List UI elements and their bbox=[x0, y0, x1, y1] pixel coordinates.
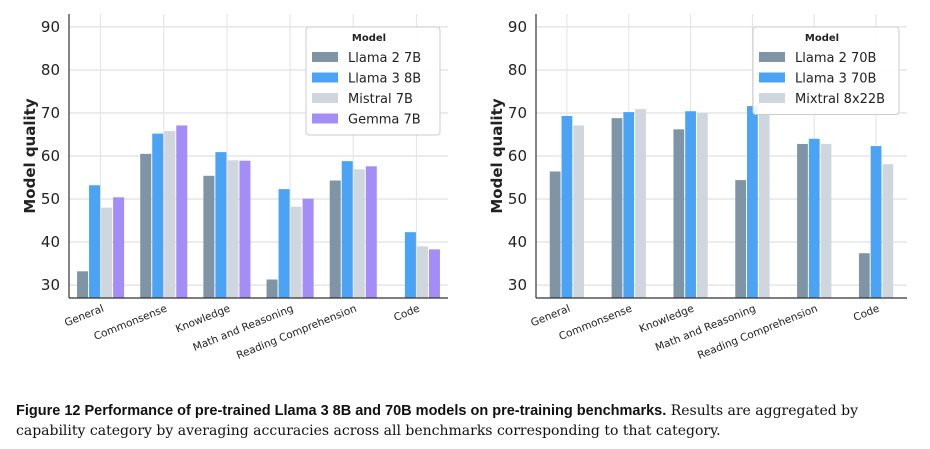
bar bbox=[747, 106, 758, 299]
bar bbox=[101, 207, 113, 298]
bar bbox=[685, 111, 696, 299]
bar bbox=[808, 138, 820, 298]
caption-text: Results are aggregated by capability cat… bbox=[16, 403, 859, 439]
legend-title: Model bbox=[352, 33, 386, 44]
bar bbox=[239, 160, 251, 298]
x-tick-label: Reading Comprehension bbox=[696, 303, 820, 362]
bar bbox=[882, 164, 894, 298]
y-tick-label: 80 bbox=[41, 61, 60, 79]
y-axis-label: Model quality bbox=[488, 98, 506, 213]
bar bbox=[152, 133, 164, 298]
bar bbox=[623, 112, 635, 298]
y-tick-label: 90 bbox=[508, 18, 527, 36]
legend-swatch bbox=[312, 93, 338, 103]
y-tick-label: 70 bbox=[41, 104, 60, 122]
legend-entry: Mixtral 8x22B bbox=[795, 92, 885, 107]
legend-swatch bbox=[759, 72, 785, 83]
bar bbox=[820, 143, 832, 298]
bar bbox=[113, 197, 125, 298]
x-tick-label: Commonsense bbox=[92, 303, 169, 343]
y-tick-label: 90 bbox=[41, 18, 60, 36]
y-tick-label: 40 bbox=[508, 233, 527, 251]
bar bbox=[353, 169, 365, 298]
bar bbox=[404, 232, 416, 298]
bar bbox=[573, 125, 585, 298]
legend-swatch bbox=[312, 113, 338, 124]
bar bbox=[140, 153, 152, 298]
bar bbox=[341, 161, 353, 298]
bar bbox=[302, 198, 314, 298]
bar bbox=[758, 112, 770, 298]
bar bbox=[673, 129, 685, 298]
bar bbox=[797, 143, 808, 298]
bar bbox=[164, 131, 176, 298]
bar bbox=[290, 206, 302, 298]
legend-entry: Llama 3 70B bbox=[795, 72, 876, 87]
legend-entry: Llama 2 7B bbox=[348, 51, 421, 66]
figure-caption: Figure 12 Performance of pre-trained Lla… bbox=[16, 401, 921, 441]
x-tick-label: Reading Comprehension bbox=[235, 303, 359, 362]
y-tick-label: 40 bbox=[41, 233, 60, 251]
bar bbox=[428, 249, 440, 298]
y-tick-label: 30 bbox=[508, 276, 527, 294]
x-tick-label: Code bbox=[852, 303, 881, 324]
bar bbox=[77, 271, 89, 298]
y-tick-label: 30 bbox=[41, 276, 60, 294]
bar bbox=[611, 118, 623, 298]
legend-box bbox=[752, 26, 900, 115]
x-tick-label: General bbox=[63, 303, 106, 330]
bar bbox=[735, 180, 747, 298]
bar bbox=[870, 146, 882, 298]
y-tick-label: 80 bbox=[508, 61, 527, 79]
x-tick-label: Code bbox=[392, 303, 421, 324]
legend-swatch bbox=[759, 52, 785, 62]
bar bbox=[416, 246, 428, 298]
legend-swatch bbox=[759, 93, 785, 103]
y-tick-label: 60 bbox=[508, 147, 527, 165]
bar bbox=[215, 152, 227, 298]
bar bbox=[278, 189, 290, 298]
caption-label: Figure 12 Performance of pre-trained Lla… bbox=[16, 403, 667, 419]
bar bbox=[858, 253, 870, 298]
legend-entry: Llama 3 8B bbox=[348, 72, 421, 87]
bar bbox=[89, 185, 101, 298]
legend-title: Model bbox=[805, 33, 839, 44]
bar bbox=[696, 112, 708, 298]
legend-entry: Gemma 7B bbox=[348, 113, 421, 128]
bar bbox=[549, 171, 561, 298]
bar bbox=[203, 175, 215, 298]
y-tick-label: 70 bbox=[508, 104, 527, 122]
bar bbox=[635, 109, 646, 298]
y-tick-label: 60 bbox=[41, 147, 60, 165]
legend-entry: Mistral 7B bbox=[348, 92, 413, 107]
y-axis-label: Model quality bbox=[21, 98, 39, 213]
legend-box bbox=[305, 26, 441, 136]
y-tick-label: 50 bbox=[508, 190, 527, 208]
bar bbox=[266, 279, 278, 298]
bar bbox=[365, 166, 377, 298]
bar bbox=[227, 160, 239, 298]
legend-entry: Llama 2 70B bbox=[795, 51, 876, 66]
bar bbox=[561, 115, 573, 299]
bar bbox=[329, 180, 341, 298]
legend-swatch bbox=[312, 72, 338, 83]
y-tick-label: 50 bbox=[41, 190, 60, 208]
x-tick-label: General bbox=[529, 303, 572, 330]
bar bbox=[176, 125, 188, 298]
legend-swatch bbox=[312, 52, 338, 62]
